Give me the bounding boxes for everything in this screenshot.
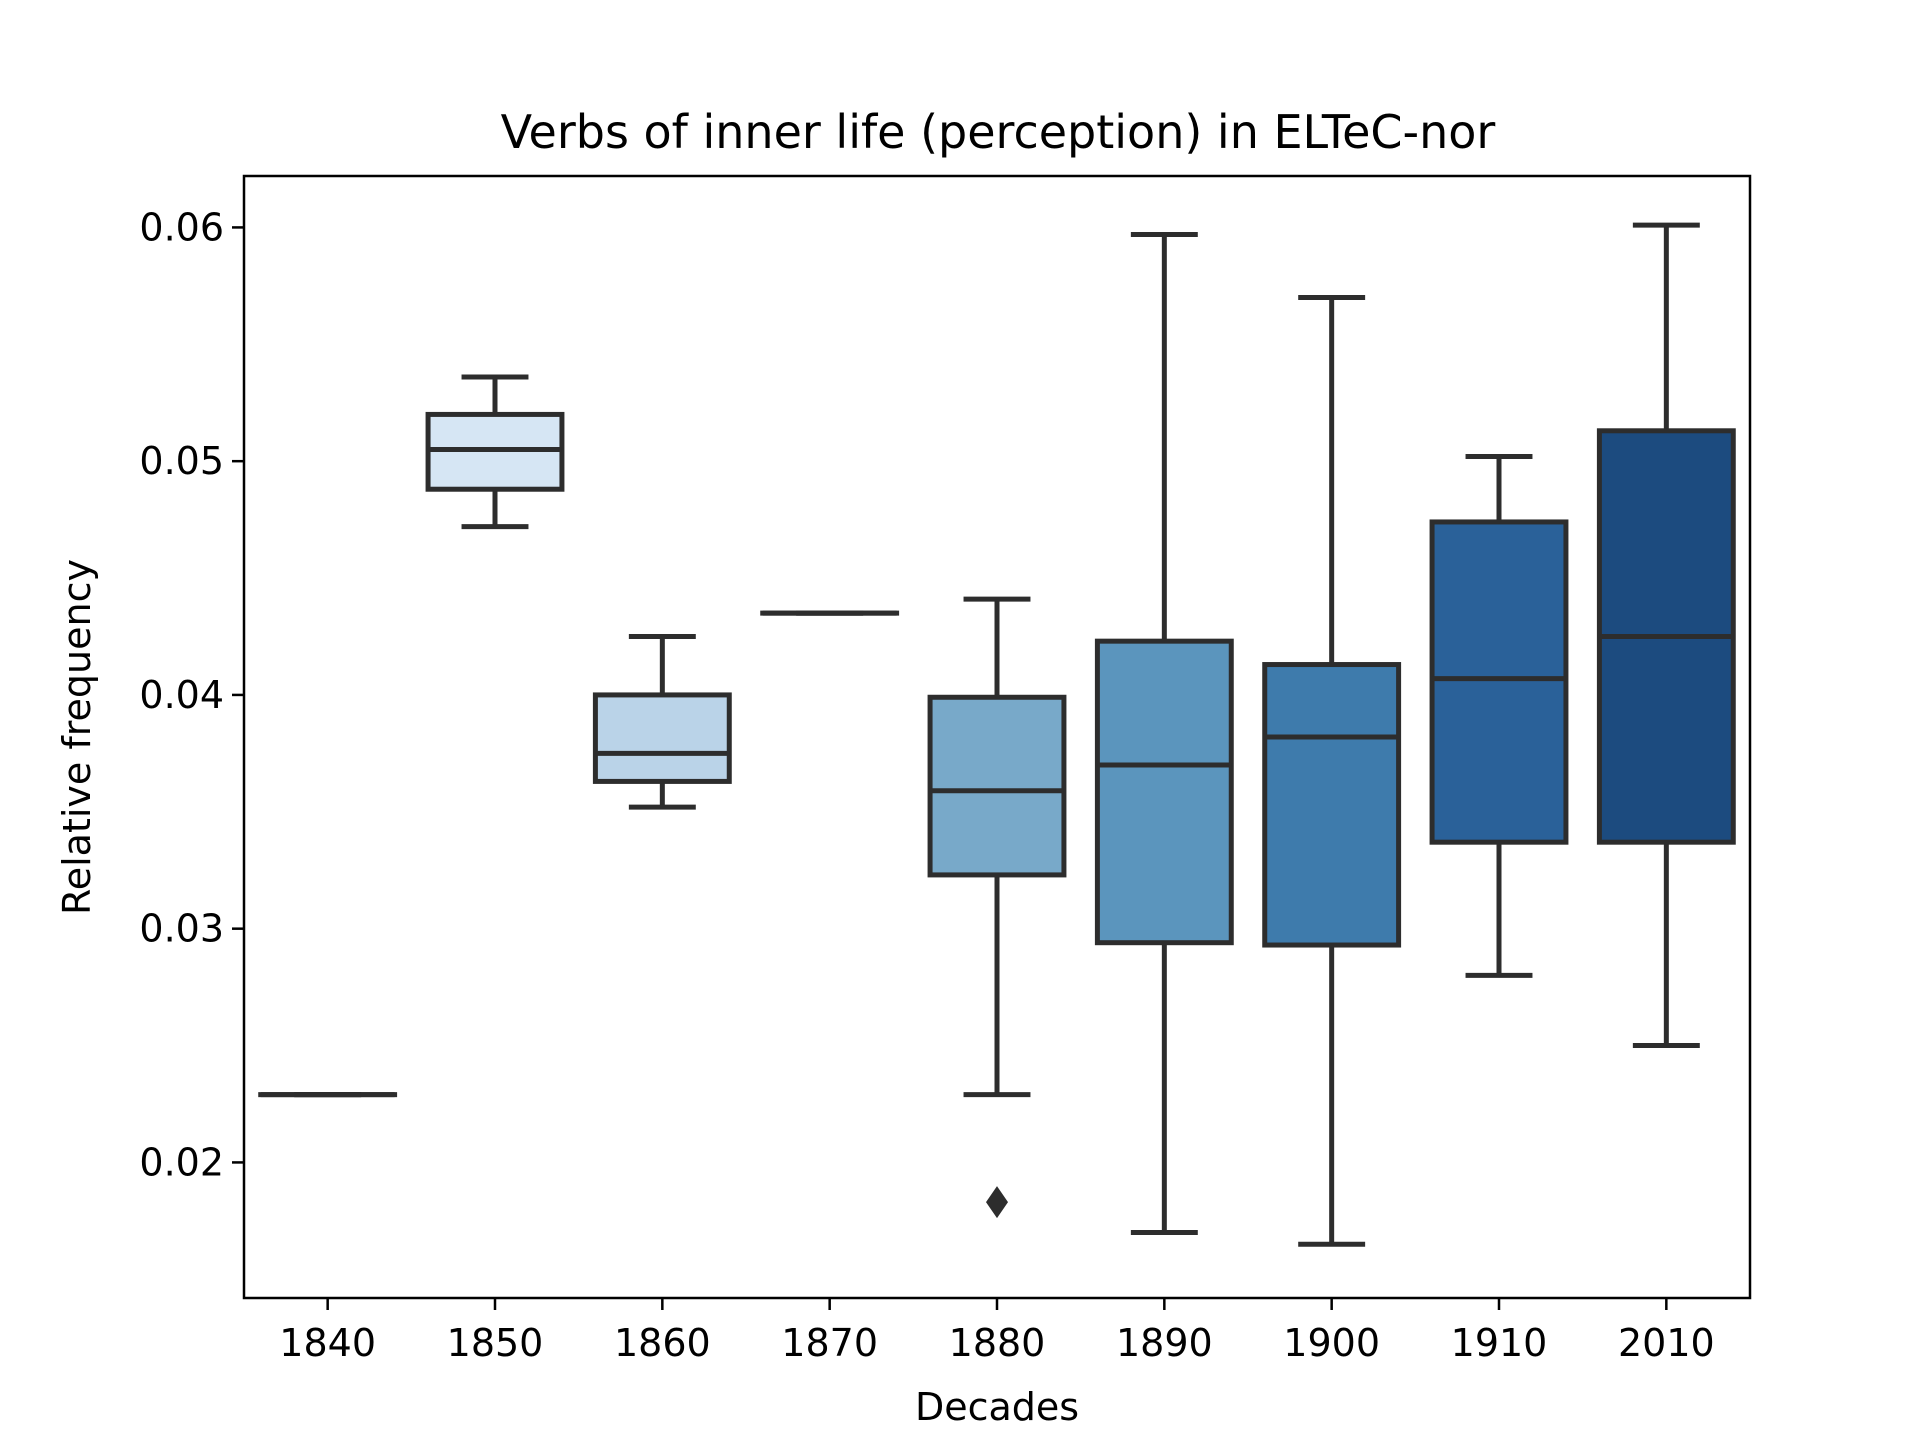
- box: [1094, 638, 1234, 946]
- y-tick-label: 0.06: [139, 205, 224, 249]
- box: [1262, 662, 1402, 948]
- box-group-1910: [1429, 454, 1569, 978]
- plot-area: [258, 222, 1736, 1247]
- y-axis: 0.02 0.03 0.04 0.05 0.06: [139, 205, 244, 1184]
- y-tick-label: 0.04: [139, 673, 224, 717]
- x-tick-label: 1860: [614, 1321, 711, 1365]
- x-tick-label: 1890: [1116, 1321, 1213, 1365]
- x-tick-label: 1840: [279, 1321, 376, 1365]
- box-group-1860: [592, 633, 732, 810]
- y-axis-label: Relative frequency: [55, 559, 99, 915]
- x-axis: 1840 1850 1860 1870 1880 1890 1900 1910 2010: [279, 1298, 1715, 1365]
- box: [927, 694, 1067, 878]
- box: [592, 692, 732, 784]
- box-group-1890: [1094, 231, 1234, 1236]
- y-tick-label: 0.02: [139, 1140, 224, 1184]
- x-tick-label: 1850: [447, 1321, 544, 1365]
- box-group-1880: [927, 596, 1067, 1219]
- x-tick-label: 1880: [949, 1321, 1046, 1365]
- x-tick-label: 2010: [1618, 1321, 1715, 1365]
- x-tick-label: 1870: [781, 1321, 878, 1365]
- box: [1429, 519, 1569, 845]
- x-axis-label: Decades: [915, 1385, 1079, 1429]
- y-tick-label: 0.03: [139, 907, 224, 951]
- chart-title: Verbs of inner life (perception) in ELTe…: [501, 105, 1496, 159]
- box-group-1900: [1262, 295, 1402, 1247]
- y-tick-label: 0.05: [139, 439, 224, 483]
- box-group-2010: [1596, 222, 1736, 1049]
- outlier-point: [986, 1186, 1008, 1219]
- x-tick-label: 1900: [1283, 1321, 1380, 1365]
- x-tick-label: 1910: [1451, 1321, 1548, 1365]
- box-group-1850: [425, 374, 565, 530]
